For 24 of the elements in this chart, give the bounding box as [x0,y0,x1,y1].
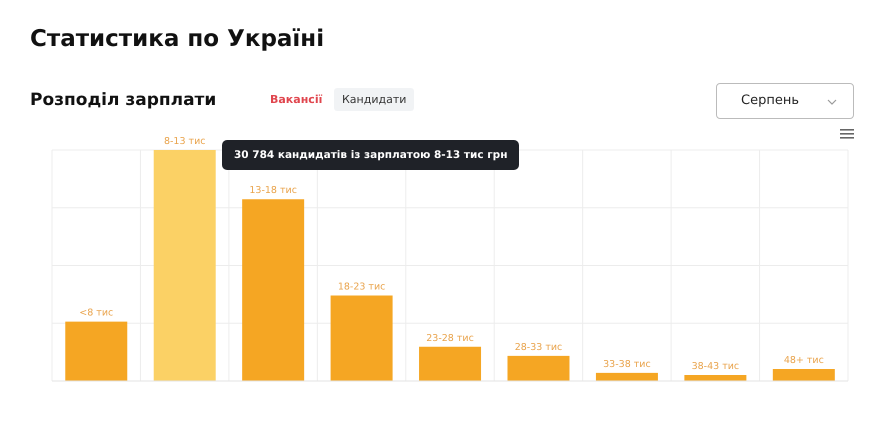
bar [684,374,746,381]
chart-subtitle: Розподіл зарплати [30,90,216,110]
bar [65,322,128,381]
x-tick-label: 13-18 тис [249,185,297,196]
bar [330,296,393,381]
x-tick-label: 8-13 тис [164,136,206,147]
bar [507,356,570,381]
bar [772,368,835,381]
x-tick-label: 28-33 тис [514,342,562,353]
x-tick-label: 48+ тис [784,354,824,366]
bar [154,150,216,381]
x-tick-label: 23-28 тис [426,332,474,344]
bar [596,372,658,381]
chart-title: Статистика по Україні [30,26,324,52]
bar [419,346,482,381]
text: Серпень [716,83,854,119]
text: Кандидати [334,88,414,111]
annotation: 30 784 кандидатів із зарплатою 8-13 тис грн [222,140,520,170]
x-tick-label: 33-38 тис [603,358,651,370]
x-tick-label: 18-23 тис [338,282,386,293]
x-tick-label: 38-43 тис [692,360,740,372]
bar [242,199,304,381]
x-tick-label: <8 тис [79,308,114,319]
text: Вакансії [270,93,322,106]
